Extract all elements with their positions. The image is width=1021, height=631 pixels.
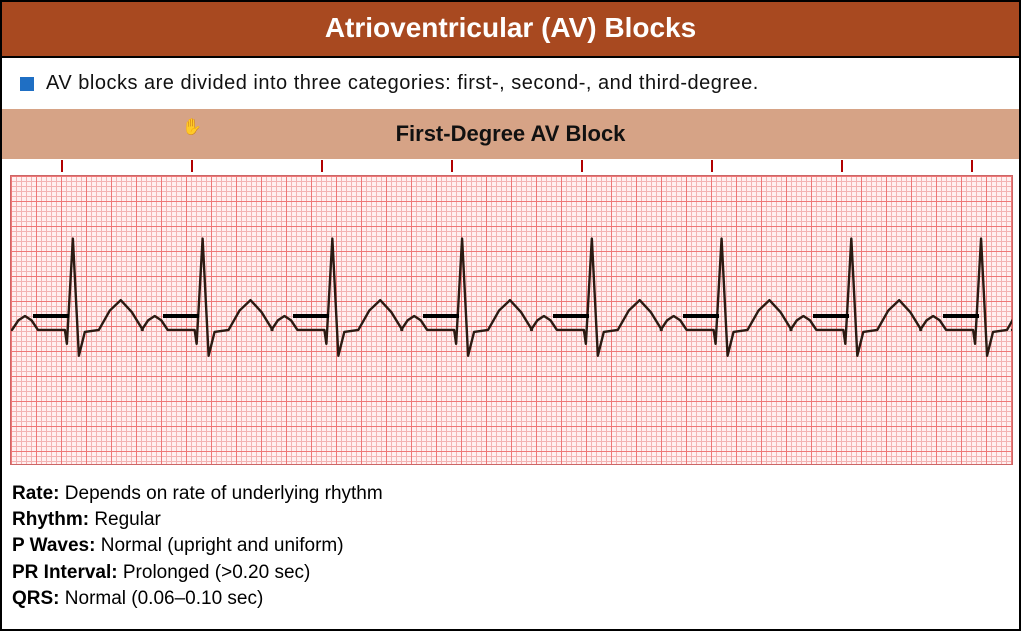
intro-text: AV blocks are divided into three categor… [46,72,759,95]
section-title: First-Degree AV Block [396,121,626,146]
pr-interval-mark [813,314,849,318]
fact-label: QRS: [12,588,65,609]
page-container: Atrioventricular (AV) Blocks AV blocks a… [0,0,1021,631]
fact-label: P Waves: [12,535,101,556]
ecg-grid [10,175,1013,465]
fact-value: Regular [94,509,161,530]
pr-interval-mark [553,314,589,318]
intro-row: AV blocks are divided into three categor… [2,58,1019,109]
pr-interval-mark [683,314,719,318]
page-title: Atrioventricular (AV) Blocks [2,2,1019,58]
grid-tick [581,160,583,172]
ecg-wrap [2,159,1019,473]
grid-tick [841,160,843,172]
grid-tick [711,160,713,172]
pr-interval-mark [293,314,329,318]
section-heading: ✋ First-Degree AV Block [2,109,1019,159]
pr-interval-mark [943,314,979,318]
grid-tick [61,160,63,172]
pr-interval-mark [163,314,199,318]
fact-row: Rate: Depends on rate of underlying rhyt… [12,481,1009,507]
ecg-trace [11,176,1012,464]
fact-row: Rhythm: Regular [12,507,1009,533]
pr-interval-mark [33,314,69,318]
hand-cursor-icon: ✋ [182,117,202,137]
grid-tick [191,160,193,172]
grid-tick [971,160,973,172]
fact-value: Normal (0.06–0.10 sec) [65,588,264,609]
grid-tick [451,160,453,172]
fact-row: QRS: Normal (0.06–0.10 sec) [12,586,1009,612]
facts-list: Rate: Depends on rate of underlying rhyt… [2,473,1019,612]
fact-value: Normal (upright and uniform) [101,535,344,556]
fact-row: PR Interval: Prolonged (>0.20 sec) [12,560,1009,586]
fact-label: Rhythm: [12,509,94,530]
fact-value: Depends on rate of underlying rhythm [65,483,383,504]
grid-tick [321,160,323,172]
ecg-path [11,239,1012,356]
fact-label: PR Interval: [12,562,123,583]
fact-row: P Waves: Normal (upright and uniform) [12,533,1009,559]
square-bullet-icon [20,77,34,91]
pr-interval-mark [423,314,459,318]
fact-value: Prolonged (>0.20 sec) [123,562,310,583]
fact-label: Rate: [12,483,65,504]
